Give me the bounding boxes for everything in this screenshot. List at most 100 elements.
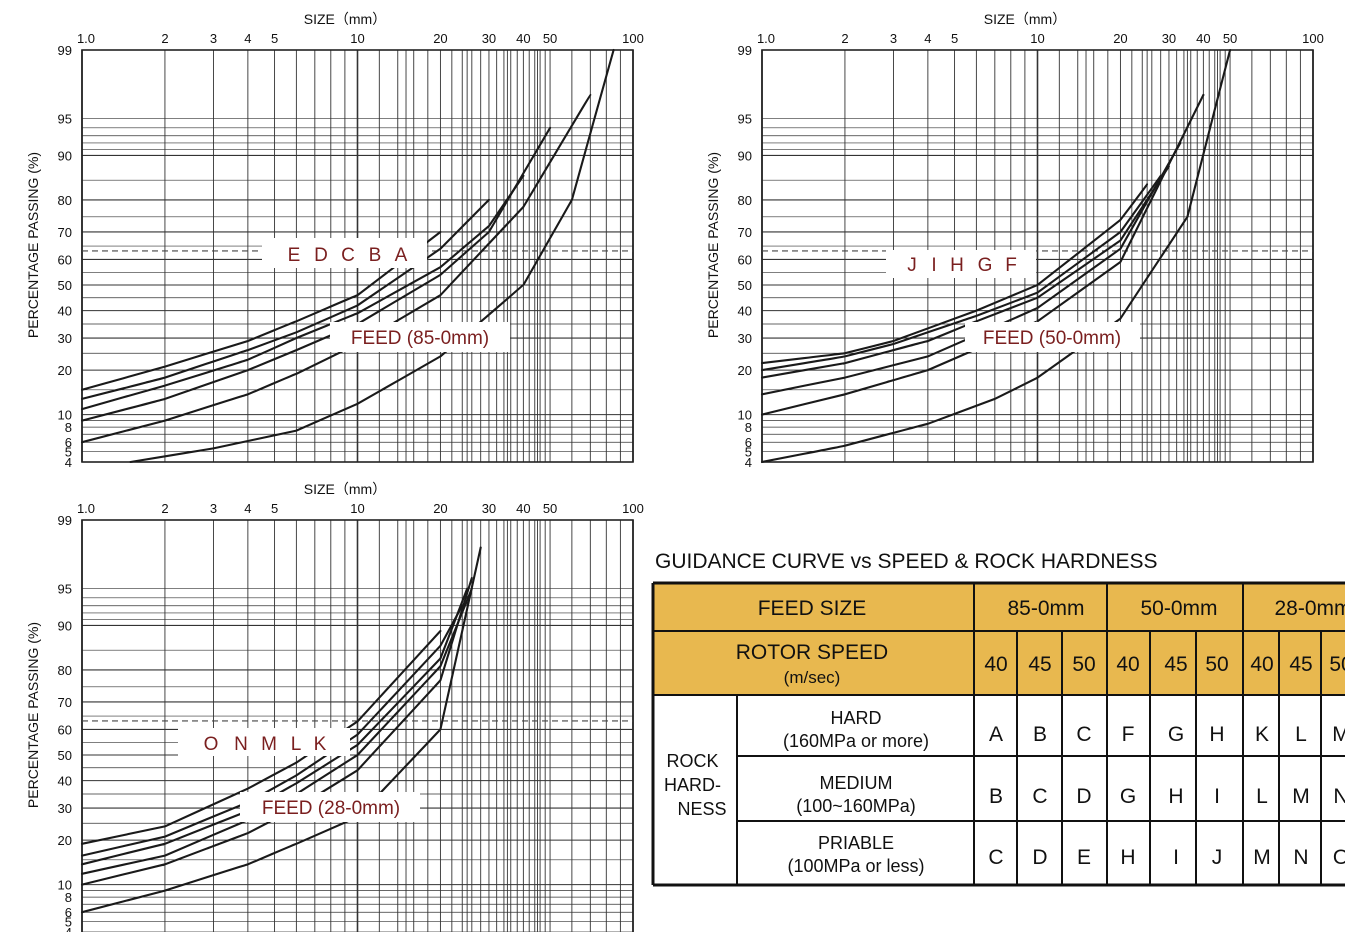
y-tick-label: 90 [58,148,72,163]
curve-cell: L [1256,785,1268,808]
speed-cell: 40 [1116,653,1139,676]
x-tick-label: 30 [1162,31,1176,46]
y-tick-label: 99 [58,43,72,58]
feed-size-50: 50-0mm [1140,597,1217,620]
curve-cell: C [1076,723,1091,746]
x-tick-label: 2 [841,31,848,46]
curve-cell: D [1032,846,1047,869]
header-bg-feed [653,583,1345,631]
x-tick-label: 5 [271,31,278,46]
chart-size-label: SIZE（mm） [304,481,386,497]
curve-cell: I [1214,785,1220,808]
curve-label-k: K [314,734,327,755]
speed-row: 40 45 50 40 45 50 40 45 50 [984,653,1345,676]
y-tick-label: 5 [745,444,752,459]
chart-size-label: SIZE（mm） [984,11,1066,27]
y-tick-label: 80 [58,663,72,678]
y-tick-label: 10 [58,878,72,893]
curve-cell: B [989,785,1003,808]
y-tick-label: 30 [58,801,72,816]
y-tick-label: 6 [745,435,752,450]
curve-cell: G [1168,723,1184,746]
curve-cell: O [1333,846,1345,869]
curve-cell: M [1332,723,1345,746]
y-tick-label: 5 [65,444,72,459]
curve-label-f: F [1005,255,1017,276]
feed-label-box [965,322,1140,352]
feed-size-85: 85-0mm [1007,597,1084,620]
curve-label-n: N [234,734,248,755]
chart-y-ticks: 99 95 90 80 70 60 50 40 30 20 10 8 6 5 4 [58,43,72,470]
chart-y-axis-label: PERCENTAGE PASSING (%) [25,622,41,808]
y-tick-label: 8 [65,890,72,905]
curve-cell: C [988,846,1003,869]
curve-label-e: E [288,245,301,266]
y-tick-label: 10 [738,408,752,423]
rotor-speed-unit: (m/sec) [784,668,841,687]
curve-a [80,93,592,444]
chart-curve-labels: J I H G F FEED (50-0mm) [886,250,1140,352]
x-tick-label: 50 [1223,31,1237,46]
speed-cell: 50 [1329,653,1345,676]
curve-feed [760,48,1232,464]
x-tick-label: 3 [210,31,217,46]
table-title: GUIDANCE CURVE vs SPEED & ROCK HARDNESS [655,550,1158,573]
y-tick-label: 40 [738,304,752,319]
guidance-table-grid: FEED SIZE 85-0mm 50-0mm 28-0mm ROTOR SPE… [651,581,1345,887]
y-tick-label: 60 [738,252,752,267]
y-tick-label: 70 [58,695,72,710]
y-tick-label: 80 [58,193,72,208]
row-medium-cells: B C D G H I L M N [989,785,1345,808]
chart-size-label: SIZE（mm） [304,11,386,27]
curve-cell: F [1122,723,1135,746]
curve-label-g: G [978,255,993,276]
curve-cell: K [1255,723,1269,746]
chart-x-ticks: 1.0 2 3 4 5 10 20 30 40 50 100 [757,31,1324,46]
y-tick-label: 95 [58,112,72,127]
grading-chart-50: SIZE（mm） PERCENTAGE PASSING (%) 1.0 2 3 … [705,11,1324,470]
y-tick-label: 99 [738,43,752,58]
chart-curve-labels: E D C B A FEED (85-0mm) [262,238,510,352]
x-tick-label: 2 [161,501,168,516]
chart-x-ticks: 1.0 2 3 4 5 10 20 30 40 50 100 [77,501,644,516]
speed-cell: 50 [1205,653,1228,676]
y-tick-label: 95 [58,582,72,597]
y-tick-label: 30 [738,331,752,346]
curve-cell: C [1032,785,1047,808]
chart-curves [760,48,1232,464]
grading-chart-28: SIZE（mm） PERCENTAGE PASSING (%) 1.0 2 3 … [25,481,644,932]
speed-cell: 45 [1164,653,1187,676]
y-tick-label: 50 [738,278,752,293]
x-tick-label: 40 [516,501,530,516]
x-tick-label: 20 [433,31,447,46]
x-tick-label: 5 [951,31,958,46]
rock-label-line: NESS [677,799,726,819]
chart-x-ticks: 1.0 2 3 4 5 10 20 30 40 50 100 [77,31,644,46]
y-tick-label: 90 [738,148,752,163]
chart-grid [761,49,1314,463]
x-tick-label: 20 [433,501,447,516]
curve-cell: D [1076,785,1091,808]
row-priable-line2: (100MPa or less) [787,856,924,876]
curve-j [760,183,1149,365]
x-tick-label: 4 [924,31,931,46]
curve-cell: A [989,723,1003,746]
grading-chart-85: SIZE（mm） PERCENTAGE PASSING (%) 1.0 2 3 … [25,11,644,470]
curve-label-box [262,238,427,268]
curve-cell: N [1333,785,1345,808]
curve-label-box [178,728,350,756]
curve-label-d: D [314,245,328,266]
table-grid-lines [651,581,1345,887]
chart-grid [81,519,634,932]
row-hard-line2: (160MPa or more) [783,731,929,751]
chart-curves [80,546,482,914]
rock-label-line: ROCK [666,751,718,771]
curve-label-c: C [341,245,355,266]
curve-cell: I [1173,846,1179,869]
curve-m [80,587,469,866]
speed-cell: 45 [1028,653,1051,676]
chart-y-axis-label: PERCENTAGE PASSING (%) [705,152,721,338]
feed-label: FEED (28-0mm) [262,798,400,819]
x-tick-label: 100 [622,501,644,516]
feed-label: FEED (85-0mm) [351,328,489,349]
